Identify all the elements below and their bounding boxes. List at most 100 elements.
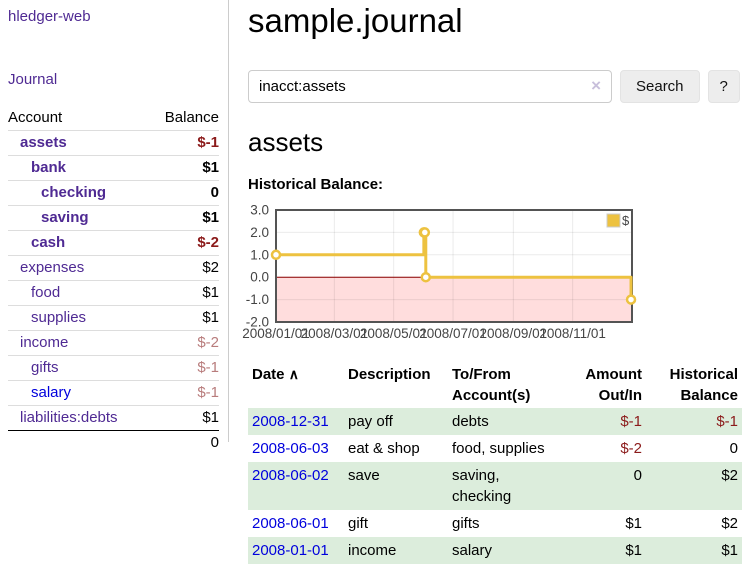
transaction-description: income — [348, 542, 397, 559]
account-balance-liabilities-debts: $1 — [149, 405, 219, 431]
svg-text:2008/01/01: 2008/01/01 — [242, 326, 310, 341]
account-link-bank[interactable]: bank — [31, 159, 67, 176]
account-balance-income: $-2 — [149, 330, 219, 356]
transaction-date-link[interactable]: 2008-06-02 — [252, 467, 329, 484]
account-row-cash: cash $-2 — [8, 230, 219, 256]
accounts-total-row: 0 — [8, 430, 219, 455]
sort-ascending-icon: ∧ — [288, 366, 299, 382]
legend-label: $ — [622, 213, 630, 228]
transaction-accounts: debts — [452, 413, 489, 430]
svg-text:2008/07/01: 2008/07/01 — [419, 326, 487, 341]
register-row: 2008-01-01 income salary $1 $1 — [248, 537, 742, 564]
svg-text:2.0: 2.0 — [250, 225, 269, 240]
account-balance-cash: $-2 — [149, 230, 219, 256]
transaction-balance: $-1 — [716, 413, 738, 430]
transaction-balance: $2 — [721, 515, 738, 532]
legend-swatch — [606, 213, 621, 228]
transaction-date-link[interactable]: 2008-01-01 — [252, 542, 329, 559]
transaction-date-link[interactable]: 2008-06-03 — [252, 440, 329, 457]
transaction-amount: $-2 — [620, 440, 642, 457]
account-row-gifts: gifts $-1 — [8, 355, 219, 381]
account-column-header: Account — [8, 109, 63, 126]
transaction-description: eat & shop — [348, 440, 420, 457]
account-row-liabilities-debts: liabilities:debts $1 — [8, 405, 219, 431]
register-row: 2008-06-02 save saving, checking 0 $2 — [248, 462, 742, 510]
account-row-assets: assets $-1 — [8, 130, 219, 156]
search-input[interactable] — [248, 70, 612, 103]
search-bar: × Search ? — [248, 70, 742, 103]
account-link-saving[interactable]: saving — [41, 209, 89, 226]
account-balance-salary: $-1 — [149, 380, 219, 406]
svg-text:-2.0: -2.0 — [246, 315, 269, 330]
transaction-description: gift — [348, 515, 369, 532]
register-table: Date ∧ Description To/From Account(s) Am… — [248, 362, 742, 564]
transaction-amount: $1 — [625, 542, 642, 559]
register-col-amount: Amount Out/In — [585, 366, 642, 404]
account-link-income[interactable]: income — [20, 334, 69, 351]
account-page-heading: assets — [248, 127, 324, 157]
svg-text:2008/09/01: 2008/09/01 — [480, 326, 548, 341]
app-title-link[interactable]: hledger-web — [8, 8, 91, 25]
account-balance-assets: $-1 — [149, 130, 219, 156]
account-balance-saving: $1 — [149, 205, 219, 231]
account-link-gifts[interactable]: gifts — [31, 359, 59, 376]
search-box: × — [248, 70, 612, 103]
transaction-amount: $-1 — [620, 413, 642, 430]
account-balance-gifts: $-1 — [149, 355, 219, 381]
account-balance-expenses: $2 — [149, 255, 219, 281]
svg-text:0.0: 0.0 — [250, 270, 269, 285]
accounts-table-header-row: Account Balance — [8, 106, 219, 131]
nav-journal-link[interactable]: Journal — [8, 71, 58, 88]
svg-text:2008/05/01: 2008/05/01 — [360, 326, 428, 341]
account-row-food: food $1 — [8, 280, 219, 306]
account-row-checking: checking 0 — [8, 180, 219, 206]
sidebar: hledger-web Journal Account Balance asse… — [0, 0, 229, 455]
accounts-total-balance: 0 — [149, 430, 219, 455]
account-balance-checking: 0 — [149, 180, 219, 206]
chart-title: Historical Balance: — [248, 176, 384, 193]
accounts-balance-table: Account Balance assets $-1 bank $1 check… — [8, 106, 219, 455]
transaction-description: pay off — [348, 413, 393, 430]
transaction-accounts: salary — [452, 542, 493, 559]
historical-balance-chart: $3.0 2.0 1.0 0.0 -1.0 -2.0 2008/01/01 2008/03/0… — [240, 202, 642, 344]
transaction-description: save — [348, 467, 380, 484]
transaction-balance: 0 — [729, 440, 738, 457]
account-row-expenses: expenses $2 — [8, 255, 219, 281]
svg-text:2008/11/01: 2008/11/01 — [539, 326, 606, 341]
account-row-salary: salary $-1 — [8, 380, 219, 406]
account-link-expenses[interactable]: expenses — [20, 259, 85, 276]
transaction-balance: $1 — [721, 542, 738, 559]
account-row-saving: saving $1 — [8, 205, 219, 231]
account-link-assets[interactable]: assets — [20, 134, 67, 151]
search-help-button[interactable]: ? — [707, 70, 740, 103]
account-row-supplies: supplies $1 — [8, 305, 219, 331]
svg-text:3.0: 3.0 — [250, 203, 269, 218]
register-col-accounts: To/From Account(s) — [452, 366, 531, 404]
account-link-food[interactable]: food — [31, 284, 61, 301]
account-link-liabilities-debts[interactable]: liabilities:debts — [20, 409, 118, 426]
account-row-bank: bank $1 — [8, 155, 219, 181]
register-col-description: Description — [348, 366, 431, 383]
clear-search-icon[interactable]: × — [591, 76, 601, 95]
transaction-accounts: gifts — [452, 515, 480, 532]
main-content: sample.journal × Search ? assets Histori… — [240, 0, 742, 564]
account-link-cash[interactable]: cash — [31, 234, 66, 251]
transaction-accounts: food, supplies — [452, 440, 545, 457]
account-link-supplies[interactable]: supplies — [31, 309, 87, 326]
search-button[interactable]: Search — [620, 70, 700, 103]
account-row-income: income $-2 — [8, 330, 219, 356]
svg-text:2008/03/01: 2008/03/01 — [301, 326, 369, 341]
svg-text:1.0: 1.0 — [250, 247, 269, 262]
register-row: 2008-06-01 gift gifts $1 $2 — [248, 510, 742, 537]
register-header-row: Date ∧ Description To/From Account(s) Am… — [248, 362, 742, 408]
transaction-amount: $1 — [625, 515, 642, 532]
transaction-date-link[interactable]: 2008-12-31 — [252, 413, 329, 430]
transaction-date-link[interactable]: 2008-06-01 — [252, 515, 329, 532]
account-balance-supplies: $1 — [149, 305, 219, 331]
journal-title: sample.journal — [248, 2, 463, 39]
transaction-amount: 0 — [633, 467, 642, 484]
account-link-checking[interactable]: checking — [41, 184, 107, 201]
transaction-balance: $2 — [721, 467, 738, 484]
register-col-date[interactable]: Date ∧ — [252, 366, 299, 383]
account-link-salary[interactable]: salary — [31, 384, 72, 401]
